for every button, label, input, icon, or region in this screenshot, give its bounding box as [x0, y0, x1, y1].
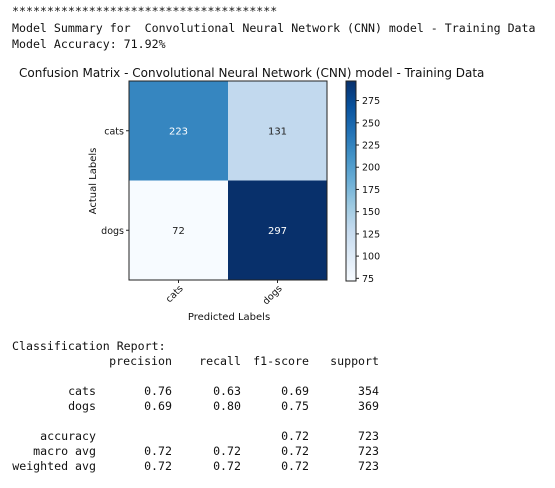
matrix-cell-value: 72	[172, 226, 185, 237]
report-row: dogs 0.69 0.80 0.75 369	[12, 399, 555, 414]
matrix-cell-value: 223	[169, 126, 188, 137]
colorbar-tick-label: 275	[362, 96, 380, 107]
colorbar-tick-label: 100	[362, 252, 380, 263]
report-header-row: precision recall f1-score support	[12, 354, 555, 369]
matrix-cell	[228, 81, 327, 181]
report-cell: precision	[109, 354, 172, 368]
report-cell: 369	[358, 399, 379, 413]
colorbar-tick-label: 125	[362, 229, 380, 240]
matrix-cell	[228, 180, 327, 280]
y-tick-label: cats	[104, 126, 124, 137]
report-row-label: macro avg	[33, 444, 96, 458]
report-row-label: dogs	[68, 399, 96, 413]
colorbar-tick-label: 225	[362, 141, 380, 152]
report-cell: 0.69	[281, 384, 309, 398]
colorbar-tick-label: 150	[362, 207, 380, 218]
report-cell: 0.75	[281, 399, 309, 413]
y-axis-label: Actual Labels	[88, 148, 99, 215]
confusion-matrix-chart: 223 131 72 297 cats dogs cats dogs Predicted …	[88, 80, 380, 323]
report-cell: recall	[199, 354, 241, 368]
colorbar-tick-label: 75	[362, 274, 374, 285]
report-cell: 0.72	[144, 459, 172, 473]
matrix-frame	[128, 80, 328, 281]
report-cell: 0.76	[144, 384, 172, 398]
report-cell: 0.72	[281, 444, 309, 458]
model-summary-line: Model Summary for Convolutional Neural N…	[12, 21, 536, 35]
report-cell: f1-score	[253, 354, 309, 368]
colorbar	[345, 80, 357, 282]
matrix-cell-value: 131	[268, 126, 287, 137]
matrix-cell	[129, 180, 228, 280]
report-cell: 723	[358, 429, 379, 443]
report-row	[12, 414, 555, 429]
report-cell: 0.72	[144, 444, 172, 458]
confusion-matrix-title: Confusion Matrix - Convolutional Neural …	[19, 66, 485, 80]
report-cell: 723	[358, 459, 379, 473]
report-cell: 0.72	[213, 444, 241, 458]
matrix-cell-value: 297	[268, 226, 287, 237]
classification-report-table: precision recall f1-score support cats 0.76 0.…	[12, 354, 555, 474]
separator-stars: **************************************	[12, 4, 278, 18]
report-row-label: cats	[68, 384, 96, 398]
colorbar-tick-label: 175	[362, 185, 380, 196]
report-cell: 723	[358, 444, 379, 458]
report-row: accuracy 0.72 723	[12, 429, 555, 444]
colorbar-tick-label: 250	[362, 118, 380, 129]
matrix-cell	[129, 81, 228, 181]
report-cell: support	[330, 354, 379, 368]
x-tick-label: dogs	[261, 283, 285, 307]
report-cell: 0.72	[281, 429, 309, 443]
model-accuracy-line: Model Accuracy: 71.92%	[12, 37, 166, 51]
x-axis-label: Predicted Labels	[188, 312, 270, 323]
report-cell: 0.72	[213, 459, 241, 473]
report-row: weighted avg 0.72 0.72 0.72 723	[12, 459, 555, 474]
y-tick-label: dogs	[101, 226, 124, 237]
report-row: cats 0.76 0.63 0.69 354	[12, 384, 555, 399]
report-row: macro avg 0.72 0.72 0.72 723	[12, 444, 555, 459]
x-tick-label: cats	[164, 283, 186, 305]
report-blank-row	[12, 369, 555, 384]
report-cell: 0.63	[213, 384, 241, 398]
report-row-label: accuracy	[40, 429, 96, 443]
report-cell: 354	[358, 384, 379, 398]
report-cell: 0.69	[144, 399, 172, 413]
report-cell: 0.72	[281, 459, 309, 473]
report-cell: 0.80	[213, 399, 241, 413]
report-row-label: weighted avg	[12, 459, 96, 473]
colorbar-tick-label: 200	[362, 163, 380, 174]
classification-report-title: Classification Report:	[12, 339, 166, 353]
